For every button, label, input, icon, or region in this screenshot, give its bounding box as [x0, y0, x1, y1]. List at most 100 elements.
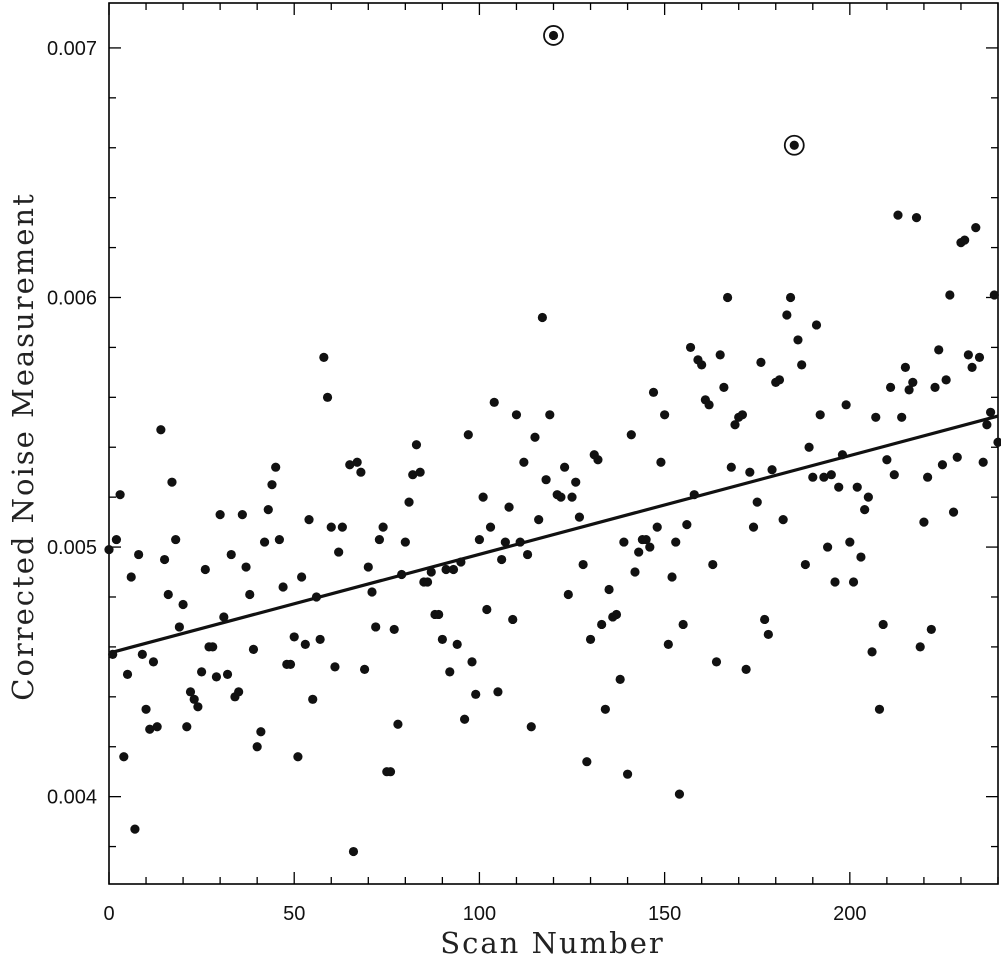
- data-point: [385, 767, 396, 777]
- data-point: [497, 554, 507, 565]
- data-point: [563, 589, 573, 600]
- data-point: [404, 497, 414, 507]
- data-point: [530, 432, 540, 442]
- x-tick-label: 150: [648, 903, 681, 925]
- data-point: [774, 375, 785, 385]
- data-point: [259, 537, 270, 547]
- data-point: [619, 537, 629, 547]
- data-point: [648, 387, 659, 397]
- data-point: [115, 490, 125, 500]
- data-point: [248, 644, 259, 654]
- data-point: [300, 639, 310, 650]
- data-point: [923, 472, 933, 482]
- y-tick-label: 0.004: [47, 787, 97, 809]
- data-point: [252, 742, 262, 752]
- data-point: [808, 472, 818, 482]
- data-point: [508, 614, 518, 625]
- data-point: [600, 704, 610, 714]
- data-point: [456, 557, 466, 567]
- data-point: [219, 612, 229, 622]
- data-point: [852, 482, 862, 492]
- data-point: [785, 292, 796, 303]
- data-point: [460, 714, 470, 724]
- data-point: [989, 290, 999, 300]
- y-tick-label: 0.007: [47, 38, 97, 60]
- data-point: [689, 490, 699, 500]
- data-point: [504, 502, 514, 512]
- data-point: [345, 460, 355, 470]
- data-point: [422, 577, 433, 587]
- data-point: [522, 549, 533, 560]
- data-point: [271, 462, 281, 472]
- data-point: [941, 375, 951, 385]
- data-point: [789, 140, 799, 150]
- data-point: [493, 687, 503, 697]
- data-point: [337, 522, 347, 532]
- data-point: [356, 467, 366, 477]
- data-point: [837, 450, 848, 460]
- data-point: [930, 382, 940, 392]
- data-point: [185, 687, 196, 697]
- axis-ticks: [108, 3, 999, 884]
- data-point: [452, 639, 462, 650]
- data-point: [900, 362, 910, 372]
- data-point: [667, 572, 677, 582]
- data-point: [674, 789, 685, 799]
- outlier-ring: [783, 134, 805, 156]
- data-point: [534, 515, 544, 525]
- data-point: [556, 492, 566, 502]
- data-point: [974, 352, 985, 362]
- data-point: [367, 587, 377, 597]
- data-point: [193, 702, 203, 712]
- data-point: [182, 722, 192, 732]
- data-point: [171, 534, 181, 545]
- data-point: [152, 722, 162, 732]
- data-point: [434, 609, 444, 620]
- data-point: [374, 534, 385, 545]
- data-point: [741, 664, 751, 674]
- data-point: [634, 547, 644, 557]
- data-point: [611, 609, 622, 620]
- data-point: [308, 694, 318, 704]
- data-point: [134, 549, 144, 560]
- data-point: [222, 669, 233, 679]
- data-point: [748, 522, 759, 532]
- data-point: [919, 517, 929, 527]
- data-point: [767, 465, 777, 475]
- data-point: [671, 537, 681, 547]
- data-point: [867, 647, 877, 657]
- data-point: [982, 420, 992, 430]
- data-point: [993, 437, 1001, 447]
- data-point: [478, 492, 488, 502]
- data-point: [882, 455, 892, 465]
- data-point: [715, 350, 725, 360]
- data-point: [834, 482, 844, 492]
- plot-frame: [108, 2, 999, 885]
- x-tick-label: 0: [103, 903, 114, 925]
- data-point: [856, 552, 866, 562]
- data-point: [326, 522, 336, 532]
- data-point: [782, 310, 792, 320]
- data-point: [441, 564, 451, 575]
- data-point: [474, 534, 485, 545]
- data-point: [641, 534, 651, 545]
- data-point: [485, 522, 496, 532]
- data-point: [363, 562, 373, 572]
- data-point: [122, 669, 133, 679]
- data-point: [293, 752, 303, 762]
- data-point: [760, 614, 770, 625]
- data-point: [571, 477, 581, 487]
- data-point: [445, 667, 455, 677]
- data-point: [652, 522, 662, 532]
- data-point: [389, 624, 399, 635]
- data-point: [174, 622, 184, 632]
- data-point: [126, 572, 136, 582]
- data-point: [582, 757, 592, 767]
- data-point: [915, 642, 925, 652]
- data-point: [267, 480, 277, 490]
- data-point: [237, 510, 247, 520]
- data-point: [704, 400, 714, 410]
- data-point: [471, 689, 481, 699]
- data-point: [622, 769, 633, 779]
